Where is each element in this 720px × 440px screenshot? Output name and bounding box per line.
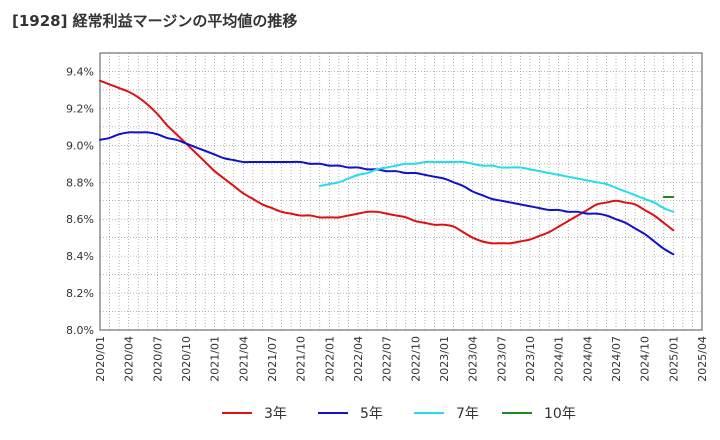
series-line-3 [318, 160, 675, 213]
y-tick-label: 9.2% [66, 102, 94, 115]
x-tick-label: 2024/01 [553, 336, 566, 382]
x-tick-label: 2024/07 [610, 336, 623, 382]
x-tick-label: 2025/04 [696, 336, 709, 382]
legend-label-4: 10年 [544, 406, 576, 422]
x-tick-label: 2022/04 [352, 336, 365, 382]
y-tick-label: 8.6% [66, 213, 94, 226]
x-tick-label: 2021/01 [209, 336, 222, 382]
y-tick-label: 8.0% [66, 324, 94, 337]
x-tick-label: 2023/04 [467, 336, 480, 382]
legend-label-3: 7年 [456, 406, 479, 422]
x-tick-label: 2023/10 [524, 336, 537, 382]
x-tick-label: 2022/10 [409, 336, 422, 382]
x-tick-label: 2023/07 [495, 336, 508, 382]
series-line-1 [99, 79, 675, 245]
y-tick-label: 8.4% [66, 250, 94, 263]
legend-label-2: 5年 [360, 406, 383, 422]
plot-border [99, 52, 703, 331]
x-tick-label: 2024/10 [639, 336, 652, 382]
y-tick-label: 9.0% [66, 139, 94, 152]
legend-label-1: 3年 [264, 406, 287, 422]
axis-layer: 8.0% 8.2% 8.4% 8.6% 8.8% 9.0% 9.2% 9.4% 2020/01 2… [66, 65, 709, 381]
x-tick-label: 2025/01 [667, 336, 680, 382]
x-tick-label: 2020/04 [123, 336, 136, 382]
x-tick-label: 2020/07 [151, 336, 164, 382]
x-tick-label: 2024/04 [581, 336, 594, 382]
grid-layer [99, 52, 703, 331]
x-tick-label: 2021/10 [295, 336, 308, 382]
x-tick-label: 2021/04 [237, 336, 250, 382]
y-tick-label: 8.8% [66, 176, 94, 189]
x-tick-label: 2021/07 [266, 336, 279, 382]
series-line-2 [99, 131, 675, 256]
series-layer [99, 79, 675, 256]
x-tick-label: 2020/10 [180, 336, 193, 382]
plot-frame [99, 52, 703, 331]
x-tick-label: 2022/01 [323, 336, 336, 382]
chart-title: [1928] 経常利益マージンの平均値の推移 [12, 12, 298, 30]
x-tick-label: 2023/01 [438, 336, 451, 382]
x-tick-label: 2022/07 [381, 336, 394, 382]
y-tick-label: 9.4% [66, 65, 94, 78]
legend: 3年 5年 7年 10年 [222, 406, 576, 422]
x-tick-label: 2020/01 [94, 336, 107, 382]
y-tick-label: 8.2% [66, 287, 94, 300]
